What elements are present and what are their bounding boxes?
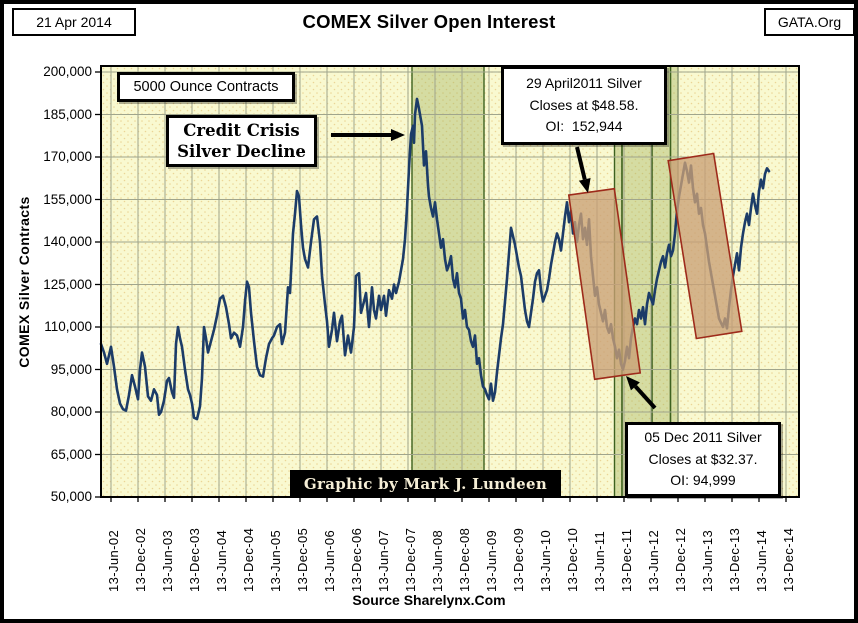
april-2011-line2: Closes at $48.58. xyxy=(529,96,639,113)
april-2011-line1: 29 April2011 Silver xyxy=(526,74,642,91)
y-axis-tick-label: 95,000 xyxy=(50,361,92,377)
y-axis-tick-label: 125,000 xyxy=(43,276,92,292)
y-axis-tick-label: 155,000 xyxy=(43,191,92,207)
y-axis-tick-label: 50,000 xyxy=(50,489,92,504)
y-axis-tick-label: 185,000 xyxy=(43,106,92,122)
credit-crisis-annotation: Credit Crisis Silver Decline xyxy=(166,115,317,167)
graphic-credit-label: Graphic by Mark J. Lundeen xyxy=(303,474,548,493)
annotation-arrowhead xyxy=(391,129,405,141)
series-line xyxy=(99,97,771,421)
y-axis-tick-label: 80,000 xyxy=(50,404,92,419)
graphic-credit-box: Graphic by Mark J. Lundeen xyxy=(290,470,561,497)
shaded-band xyxy=(412,66,484,497)
y-axis-tick-label: 65,000 xyxy=(50,446,92,462)
source-note: Source Sharelynx.Com xyxy=(352,592,506,608)
plot-border xyxy=(100,65,800,498)
shaded-band xyxy=(670,66,678,497)
dec-2011-line3: OI: 94,999 xyxy=(670,472,736,489)
y-axis-tick-label: 140,000 xyxy=(43,234,92,249)
page-title: COMEX Silver Open Interest xyxy=(302,11,556,32)
org-label: GATA.Org xyxy=(777,14,842,30)
date-box: 21 Apr 2014 xyxy=(12,8,136,36)
dec-2011-line2: Closes at $32.37. xyxy=(648,450,758,467)
contracts-note-label: 5000 Ounce Contracts xyxy=(133,79,279,95)
annotation-arrowhead xyxy=(578,177,591,193)
credit-crisis-line2: Silver Decline xyxy=(177,142,306,161)
decline-channel-rect xyxy=(567,187,642,381)
org-box: GATA.Org xyxy=(764,8,854,36)
april-2011-line3: OI: 152,944 xyxy=(545,118,623,135)
annotation-arrow xyxy=(633,385,657,410)
contracts-note-box: 5000 Ounce Contracts xyxy=(117,72,295,102)
dec-2011-annotation: 05 Dec 2011 Silver Closes at $32.37. OI:… xyxy=(625,422,781,497)
credit-crisis-line1: Credit Crisis xyxy=(183,120,300,140)
y-axis-tick-label: 200,000 xyxy=(43,64,92,79)
annotation-arrow xyxy=(575,146,587,180)
decline-channel-rect xyxy=(667,152,743,340)
shaded-band xyxy=(652,66,671,497)
dec-2011-line1: 05 Dec 2011 Silver xyxy=(644,428,762,445)
annotation-arrowhead xyxy=(626,376,640,391)
y-axis-tick-label: 110,000 xyxy=(44,319,92,334)
date-label: 21 Apr 2014 xyxy=(36,14,112,30)
y-axis-tick-label: 170,000 xyxy=(43,149,92,164)
april-2011-annotation: 29 April2011 Silver Closes at $48.58. OI… xyxy=(501,66,667,145)
